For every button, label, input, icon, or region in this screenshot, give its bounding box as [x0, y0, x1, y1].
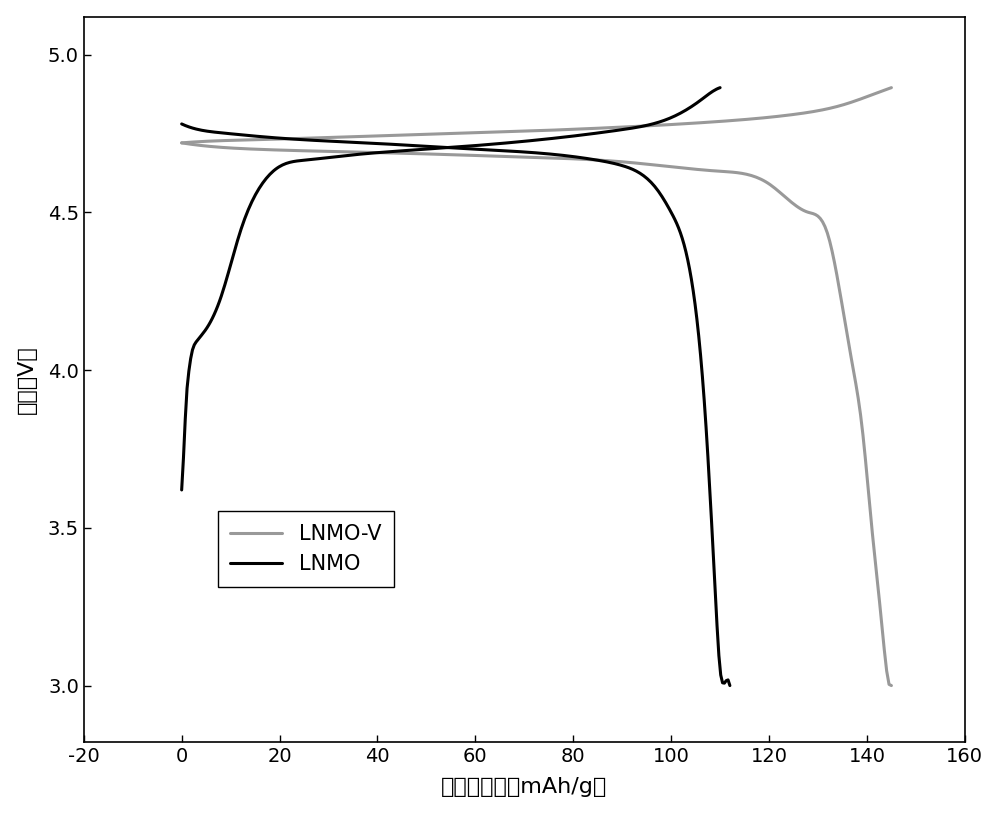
LNMO	[629, 123, 641, 133]
LNMO-V	[610, 123, 622, 133]
LNMO	[176, 485, 188, 495]
LNMO-V	[176, 138, 188, 148]
LNMO	[494, 138, 506, 148]
LNMO	[664, 113, 676, 123]
LNMO-V	[178, 138, 190, 147]
LNMO-V	[819, 104, 831, 114]
LNMO	[714, 83, 726, 93]
LNMO-V	[596, 123, 608, 133]
Y-axis label: 电压（V）: 电压（V）	[17, 345, 37, 414]
LNMO-V	[598, 123, 610, 133]
LNMO-V	[774, 112, 786, 121]
X-axis label: 放电比容量（mAh/g）: 放电比容量（mAh/g）	[441, 777, 607, 798]
Line: LNMO-V: LNMO-V	[182, 88, 891, 143]
LNMO-V	[885, 83, 897, 93]
Legend: LNMO-V, LNMO: LNMO-V, LNMO	[218, 511, 394, 587]
Line: LNMO: LNMO	[182, 88, 720, 490]
LNMO	[177, 453, 189, 462]
LNMO	[496, 138, 508, 148]
LNMO	[505, 138, 517, 147]
